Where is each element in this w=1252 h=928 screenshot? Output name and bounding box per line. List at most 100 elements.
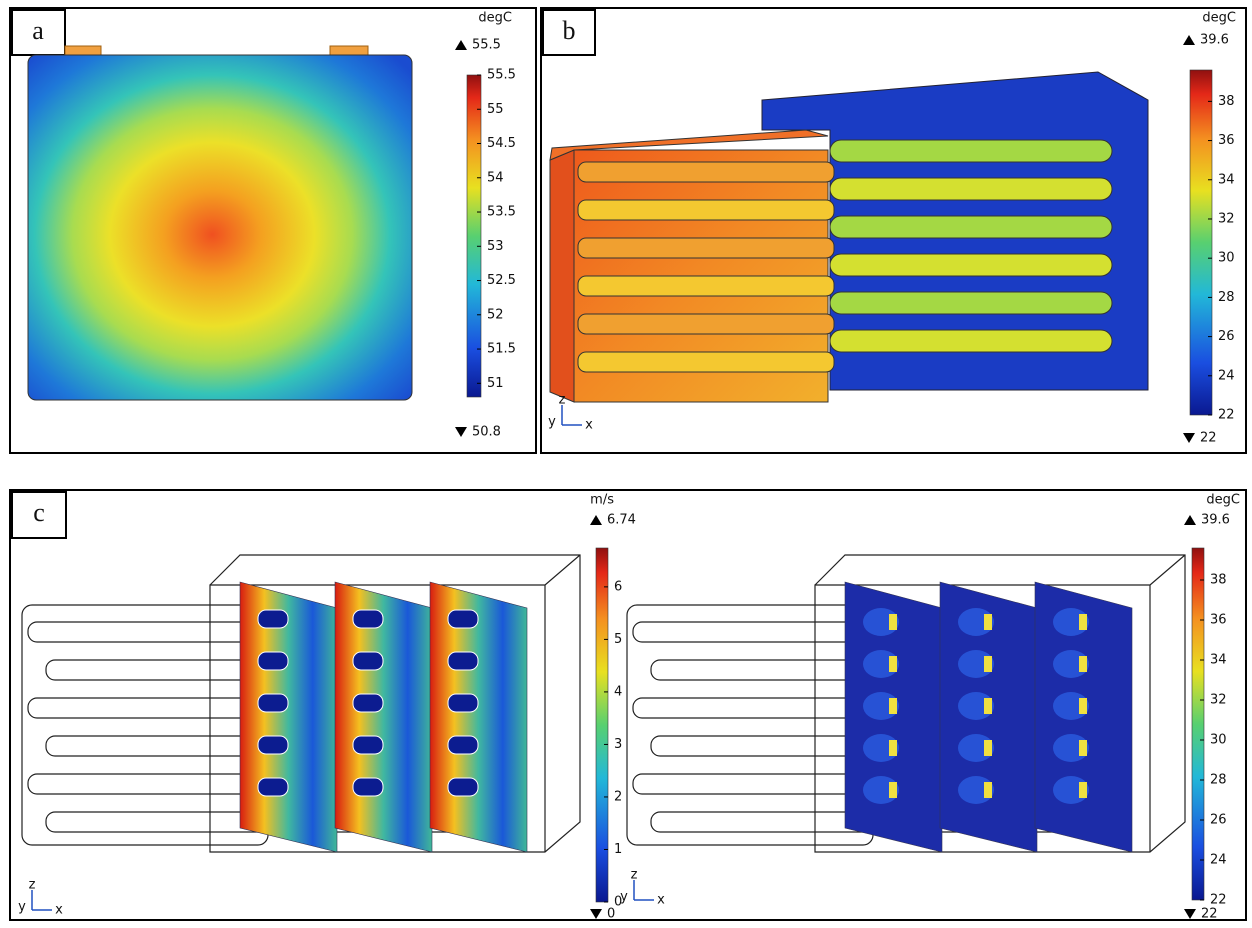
tube-section — [1079, 614, 1087, 630]
tube — [578, 276, 834, 296]
colorbar-unit: degC — [1202, 11, 1236, 26]
tube-section — [1079, 698, 1087, 714]
colorbar-max: 39.6 — [1200, 33, 1229, 48]
slice — [240, 582, 337, 852]
colorbar-max: 39.6 — [1201, 513, 1230, 528]
tube — [578, 352, 834, 372]
tube-section — [1079, 782, 1087, 798]
colorbar-tick-label: 28 — [1210, 773, 1227, 788]
axis-label: z — [559, 393, 566, 408]
colorbar-tick-label: 54 — [487, 170, 504, 185]
colorbar — [596, 548, 608, 902]
slice — [335, 582, 432, 852]
colorbar-tick-label: 51.5 — [487, 342, 516, 357]
tube-section — [448, 736, 478, 754]
axis-label: x — [657, 893, 665, 908]
tube-section — [353, 694, 383, 712]
colorbar-tick-label: 36 — [1218, 133, 1235, 148]
colorbar-tick-label: 34 — [1218, 172, 1235, 187]
fin — [830, 140, 1112, 162]
colorbar — [1190, 70, 1212, 415]
colorbar-tick-label: 53.5 — [487, 205, 516, 220]
figure: a b c degC55.550.85151.55252.55353.55454… — [0, 0, 1252, 928]
tube-section — [984, 698, 992, 714]
colorbar-max: 55.5 — [472, 38, 501, 53]
fin — [830, 178, 1112, 200]
colorbar-tick-label: 5 — [614, 632, 622, 647]
axis-label: z — [631, 868, 638, 883]
colorbar-tick-label: 30 — [1210, 733, 1227, 748]
tube-section — [258, 610, 288, 628]
min-marker — [1184, 909, 1196, 919]
axis-label: y — [548, 415, 556, 430]
axis-label: y — [18, 900, 26, 915]
colorbar-tick-label: 26 — [1210, 813, 1227, 828]
colorbar-tick-label: 32 — [1218, 211, 1235, 226]
tube — [578, 314, 834, 334]
tube-section — [1079, 656, 1087, 672]
battery-wire — [627, 605, 873, 845]
max-marker — [455, 40, 467, 50]
page: {"panels": [ {"label": "a", "views": [ {… — [0, 0, 1252, 928]
fin — [830, 330, 1112, 352]
tube-section — [353, 778, 383, 796]
colorbar-tick-label: 24 — [1218, 368, 1235, 383]
axis-label: y — [620, 890, 628, 905]
colorbar-min: 22 — [1201, 907, 1218, 922]
tube-section — [889, 698, 897, 714]
tube-section — [353, 652, 383, 670]
colorbar-tick-label: 55.5 — [487, 68, 516, 83]
tube-section — [984, 614, 992, 630]
colorbar-tick-label: 1 — [614, 842, 622, 857]
min-marker — [455, 427, 467, 437]
colorbar-max: 6.74 — [607, 513, 636, 528]
colorbar-tick-label: 4 — [614, 684, 622, 699]
tube-section — [448, 694, 478, 712]
min-marker — [1183, 433, 1195, 443]
colorbar-tick-label: 52 — [487, 307, 504, 322]
axis-label: x — [585, 418, 593, 433]
tube-section — [1079, 740, 1087, 756]
colorbar-unit: m/s — [590, 493, 614, 508]
colorbar — [1192, 548, 1204, 900]
tube-section — [889, 740, 897, 756]
colorbar-tick-label: 38 — [1218, 94, 1235, 109]
colorbar-tick-label: 2 — [614, 789, 622, 804]
battery-temperature — [28, 55, 412, 400]
tube-section — [984, 656, 992, 672]
battery-wire — [22, 605, 268, 845]
colorbar-tick-label: 32 — [1210, 693, 1227, 708]
fin — [830, 292, 1112, 314]
colorbar-unit: degC — [478, 11, 512, 26]
tube — [578, 162, 834, 182]
colorbar-unit: degC — [1206, 493, 1240, 508]
tube — [578, 238, 834, 258]
tube-section — [258, 778, 288, 796]
colorbar-tick-label: 51 — [487, 376, 504, 391]
colorbar-tick-label: 36 — [1210, 613, 1227, 628]
tube-section — [258, 694, 288, 712]
colorbar-tick-label: 22 — [1218, 408, 1235, 423]
tube-section — [984, 782, 992, 798]
min-marker — [590, 909, 602, 919]
colorbar-tick-label: 54.5 — [487, 136, 516, 151]
axis-label: z — [29, 878, 36, 893]
colorbar-min: 22 — [1200, 431, 1217, 446]
panel-label: b — [563, 16, 576, 45]
tube-section — [258, 652, 288, 670]
colorbar-tick-label: 28 — [1218, 290, 1235, 305]
colorbar-tick-label: 6 — [614, 579, 622, 594]
slice — [430, 582, 527, 852]
fin — [830, 216, 1112, 238]
tube-section — [889, 782, 897, 798]
colorbar-tick-label: 34 — [1210, 653, 1227, 668]
panel-label: c — [33, 498, 45, 527]
tube-section — [448, 652, 478, 670]
tube-section — [353, 736, 383, 754]
max-marker — [1183, 35, 1195, 45]
colorbar-tick-label: 53 — [487, 239, 504, 254]
colorbar-tick-label: 52.5 — [487, 273, 516, 288]
colorbar-tick-label: 38 — [1210, 573, 1227, 588]
colorbar-tick-label: 26 — [1218, 329, 1235, 344]
colorbar-tick-label: 55 — [487, 102, 504, 117]
